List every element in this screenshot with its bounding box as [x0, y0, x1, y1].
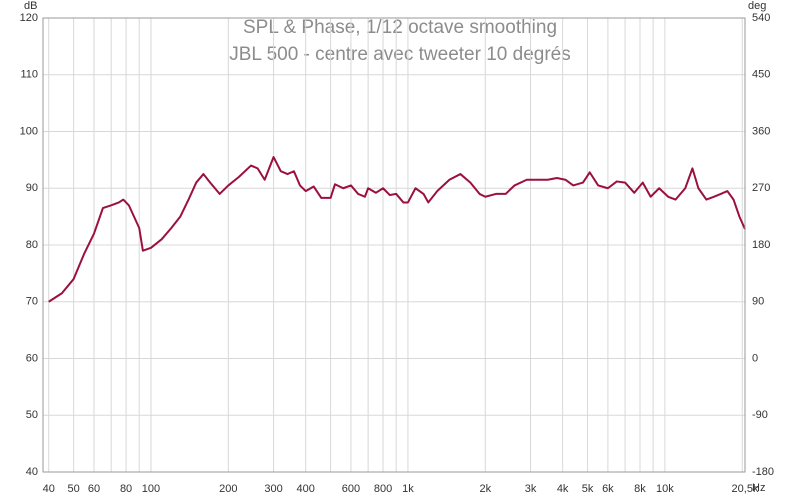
x-tick-label: 3k [525, 483, 537, 495]
x-tick-label: 800 [374, 483, 392, 495]
x-tick-label: 1k [402, 483, 414, 495]
y-tick-label: 40 [26, 466, 38, 478]
y2-tick-label: 270 [752, 182, 770, 194]
plot-frame [42, 17, 746, 473]
y2-tick-label: 0 [752, 352, 758, 364]
y2-tick-label: 90 [752, 296, 764, 308]
y2-axis-label: deg [748, 0, 766, 12]
x-tick-label: 4k [557, 483, 569, 495]
x-tick-label: 20,5k [732, 483, 759, 495]
y2-tick-label: 360 [752, 125, 770, 137]
x-tick-label: 6k [602, 483, 614, 495]
chart-title: SPL & Phase, 1/12 octave smoothing [243, 17, 557, 38]
x-tick-label: 60 [88, 483, 100, 495]
y2-tick-label: 450 [752, 69, 770, 81]
x-tick-label: 50 [68, 483, 80, 495]
y-tick-label: 60 [26, 352, 38, 364]
x-tick-label: 80 [120, 483, 132, 495]
data-line [48, 156, 746, 303]
y-tick-label: 110 [20, 69, 38, 81]
x-tick-label: 2k [479, 483, 491, 495]
y-tick-label: 70 [26, 296, 38, 308]
x-tick-label: 200 [219, 483, 237, 495]
x-tick-label: 400 [297, 483, 315, 495]
chart-subtitle: JBL 500 - centre avec tweeter 10 degrés [229, 44, 571, 65]
y2-tick-label: 180 [752, 239, 770, 251]
y2-tick-label: 540 [752, 12, 770, 24]
y2-tick-label: -180 [752, 466, 774, 478]
x-tick-label: 10k [656, 483, 674, 495]
x-tick-label: 8k [634, 483, 646, 495]
y-tick-label: 120 [20, 12, 38, 24]
x-tick-label: 600 [342, 483, 360, 495]
x-tick-label: 5k [582, 483, 594, 495]
x-axis-label: Hz [752, 482, 765, 494]
y-tick-label: 100 [20, 125, 38, 137]
x-tick-label: 100 [142, 483, 160, 495]
y-tick-label: 90 [26, 182, 38, 194]
y-axis-label: dB [24, 0, 37, 12]
x-tick-label: 300 [264, 483, 282, 495]
y2-tick-label: -90 [752, 409, 768, 421]
y-tick-label: 50 [26, 409, 38, 421]
y-tick-label: 80 [26, 239, 38, 251]
x-tick-label: 40 [43, 483, 55, 495]
